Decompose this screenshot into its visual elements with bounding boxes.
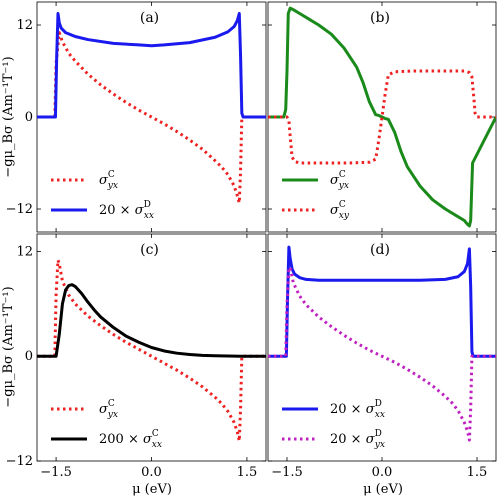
legend-entry: σC yx [330,170,349,191]
panel-label: (b) [370,10,390,26]
panel-2: (b) σC yx σC xy [267,1,497,233]
x-axis-labels: μ (eV) μ (eV) [132,482,403,497]
series-line-1 [268,245,496,358]
y-tick-label: 12 [16,244,33,259]
y-axis-title: −gμ_Bσ (Am⁻¹T⁻¹) [1,286,16,407]
legend: σC yx 200 × σC xx [51,399,162,450]
y-tick-label: −12 [6,202,33,217]
legend: σC yx 20 × σD xx [51,170,154,221]
panel-3: −12 0 12 −1.5 0.0 1.5 (c) σC yx 200 × σC xx [6,233,267,480]
y-tick-label: −12 [6,454,33,469]
series-line-2 [37,283,266,358]
x-tick-label: 0.0 [141,465,162,480]
panel-label: (d) [370,242,390,258]
legend-entry: σC yx [99,399,118,420]
y-axis-title: −gμ_Bσ (Am⁻¹T⁻¹) [1,56,16,177]
x-tick-label: −1.5 [271,465,303,480]
series-line-1 [37,258,266,443]
y-tick-label: 12 [16,18,33,33]
x-tick-label: −1.5 [40,465,72,480]
legend-entry: σC xy [330,200,350,221]
x-axis-title: μ (eV) [132,482,172,497]
y-axis-labels: −gμ_Bσ (Am⁻¹T⁻¹) −gμ_Bσ (Am⁻¹T⁻¹) [1,56,16,407]
legend-entry: 20 × σD xx [99,200,154,221]
series-line-2 [268,69,496,165]
legend-entry: 20 × σD yx [330,429,385,450]
panel-frame [267,233,497,462]
x-tick-label: 1.5 [467,465,488,480]
series-line-1 [268,6,496,228]
panel-4: −1.5 0.0 1.5 (d) 20 × σD xx 20 × σD yx [267,233,497,480]
x-tick-label: 0.0 [372,465,393,480]
x-axis-title: μ (eV) [363,482,403,497]
legend-entry: σC yx [99,170,118,191]
y-tick-label: 0 [25,349,33,364]
legend-entry: 20 × σD xx [330,399,385,420]
x-tick-label: 1.5 [237,465,258,480]
series-line-2 [268,265,496,442]
panel-1: −12 0 12 (a) σC yx 20 × σD xx [6,1,267,233]
legend: 20 × σD xx 20 × σD yx [282,399,385,450]
panel-label: (a) [140,10,159,26]
panel-label: (c) [140,242,159,258]
y-tick-label: 0 [25,110,33,125]
legend-entry: 200 × σC xx [99,429,162,450]
series-line-2 [37,12,266,119]
series-line-1 [37,31,266,205]
legend: σC yx σC xy [282,170,350,221]
